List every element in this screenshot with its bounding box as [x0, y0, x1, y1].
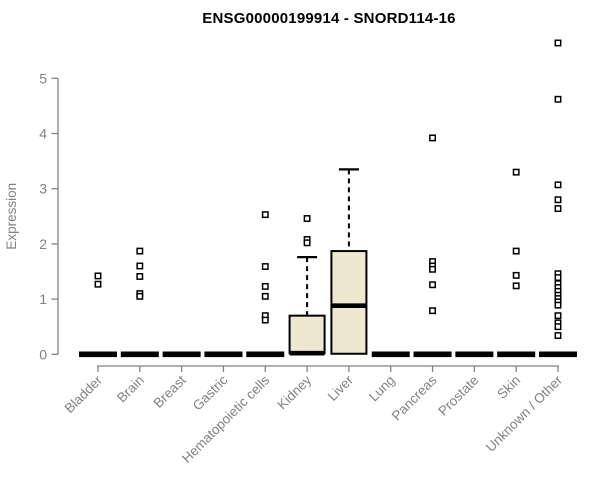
box [330, 250, 368, 355]
collapsed-box [455, 351, 494, 358]
outlier-point [554, 196, 562, 204]
outlier-point [554, 205, 562, 213]
x-category-label: Bladder [62, 372, 106, 416]
outlier-point [261, 292, 269, 300]
x-category-label: Lung [366, 373, 398, 405]
outlier-point [136, 292, 144, 300]
collapsed-box [246, 351, 285, 358]
collapsed-box [204, 351, 243, 358]
outlier-point [429, 307, 436, 315]
x-category-label: Breast [151, 372, 189, 410]
x-category-label: Gastric [190, 372, 231, 413]
box [288, 314, 326, 355]
collapsed-box [79, 351, 117, 358]
y-tick-label: 1 [39, 291, 47, 307]
outlier-point [429, 281, 436, 289]
outlier-point [554, 95, 562, 103]
collapsed-box [497, 351, 536, 358]
x-category-label: Unknown / Other [483, 372, 566, 455]
collapsed-box [413, 351, 452, 358]
outlier-point [512, 271, 520, 279]
x-category-label: Pancreas [389, 372, 440, 423]
collapsed-box [120, 351, 159, 358]
outlier-point [554, 39, 562, 47]
outlier-point [554, 312, 562, 320]
x-category-label: Liver [325, 372, 357, 404]
x-category-label: Prostate [435, 373, 481, 419]
outlier-point [554, 332, 562, 339]
outlier-point [554, 323, 562, 331]
outlier-point [94, 280, 102, 288]
y-tick-label: 4 [39, 126, 47, 142]
chart-title: ENSG00000199914 - SNORD114-16 [202, 10, 456, 27]
outlier-point [261, 316, 269, 324]
y-tick-label: 0 [39, 346, 47, 362]
outlier-point [261, 211, 269, 219]
y-tick-label: 5 [39, 70, 47, 86]
collapsed-box [371, 351, 410, 358]
outlier-point [512, 168, 520, 176]
outlier-point [554, 274, 562, 282]
outlier-point [261, 282, 269, 290]
outlier-point [554, 301, 562, 309]
y-tick-label: 2 [39, 236, 47, 252]
y-tick-label: 3 [39, 181, 47, 197]
y-axis-title: Expression [4, 183, 19, 250]
x-category-label: Brain [114, 373, 147, 406]
collapsed-box [539, 351, 577, 358]
outlier-point [554, 181, 562, 189]
outlier-point [136, 247, 144, 255]
x-category-label: Kidney [274, 372, 314, 412]
collapsed-box [162, 351, 201, 358]
outlier-point [303, 215, 311, 222]
outlier-point [512, 282, 520, 290]
outlier-point [303, 239, 311, 247]
outlier-point [261, 263, 269, 270]
outlier-point [429, 265, 436, 273]
x-category-label: Skin [494, 373, 523, 402]
outlier-point [512, 247, 520, 255]
outlier-point [429, 134, 436, 142]
outlier-point [136, 262, 144, 270]
outlier-point [94, 272, 102, 280]
outlier-point [136, 273, 144, 280]
